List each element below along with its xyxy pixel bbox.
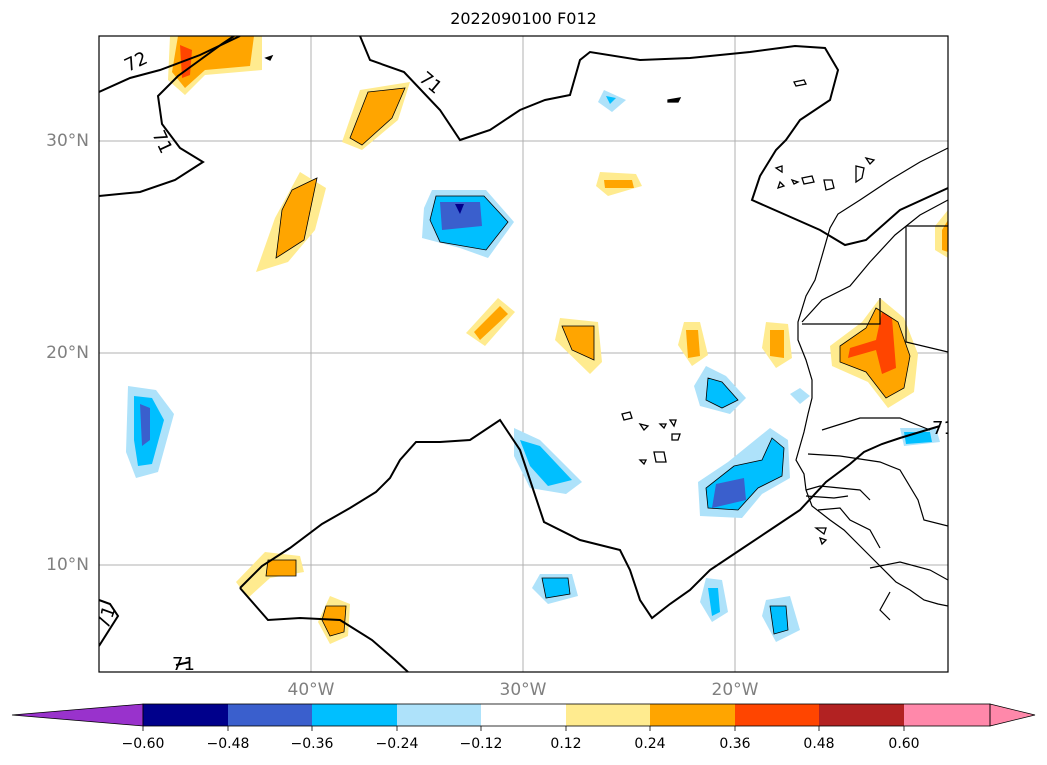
coastlines (795, 147, 948, 621)
colorbar-bin-4 (397, 704, 481, 726)
colorbar-tick-label: −0.60 (121, 736, 165, 752)
map-panel: 72 71 71 71 71 71 (93, 36, 955, 675)
colorbar-tick-label: −0.36 (290, 736, 334, 752)
lat-label-30n: 30°N (46, 131, 89, 151)
anomaly-outlines (265, 87, 911, 637)
lat-label-10n: 10°N (46, 555, 89, 575)
colorbar-tick-label: 0.60 (888, 736, 920, 752)
islands (264, 54, 876, 546)
lon-label-30w: 30°W (499, 680, 547, 700)
contour-label-71-a: 71 (415, 68, 446, 99)
colorbar (11, 703, 1036, 731)
colorbar-tick-label: 0.36 (719, 736, 751, 752)
lat-label-20n: 20°N (46, 343, 89, 363)
colorbar-bin-7 (650, 704, 735, 726)
colorbar-bin-9 (819, 704, 904, 726)
lon-label-40w: 40°W (287, 680, 335, 700)
map-title: 2022090100 F012 (450, 9, 597, 28)
colorbar-bin-1 (143, 704, 228, 726)
colorbar-bin-10 (904, 704, 990, 726)
colorbar-outline (142, 703, 991, 727)
colorbar-tick-label: −0.48 (206, 736, 250, 752)
contour-label-72: 72 (121, 48, 151, 77)
contour-labels: 72 71 71 71 71 71 (93, 48, 955, 675)
colorbar-bin-6 (566, 704, 650, 726)
colorbar-tick-label: −0.24 (375, 736, 419, 752)
colorbar-tick-label: 0.24 (634, 736, 666, 752)
colorbar-bin-2 (228, 704, 312, 726)
colorbar-high-extend (989, 703, 1036, 727)
colorbar-tick-label: 0.48 (803, 736, 835, 752)
colorbar-bin-5 (481, 704, 566, 726)
lon-label-20w: 20°W (711, 680, 759, 700)
contour-label-71-c: 71 (93, 603, 121, 632)
contour-label-7: 71 (932, 418, 955, 439)
negative-anomaly-fills (126, 90, 940, 642)
colorbar-tick-label: 0.12 (550, 736, 582, 752)
colorbar-bin-3 (312, 704, 397, 726)
gridlines (99, 36, 948, 672)
map-frame (98, 35, 949, 673)
colorbar-bin-8 (735, 704, 819, 726)
colorbar-tick-label: −0.12 (459, 736, 503, 752)
contour-label-71-d: 71 (172, 654, 195, 675)
positive-anomaly-fills (168, 36, 948, 644)
contour-label-71-b: 71 (147, 127, 176, 157)
colorbar-low-extend (11, 703, 144, 727)
